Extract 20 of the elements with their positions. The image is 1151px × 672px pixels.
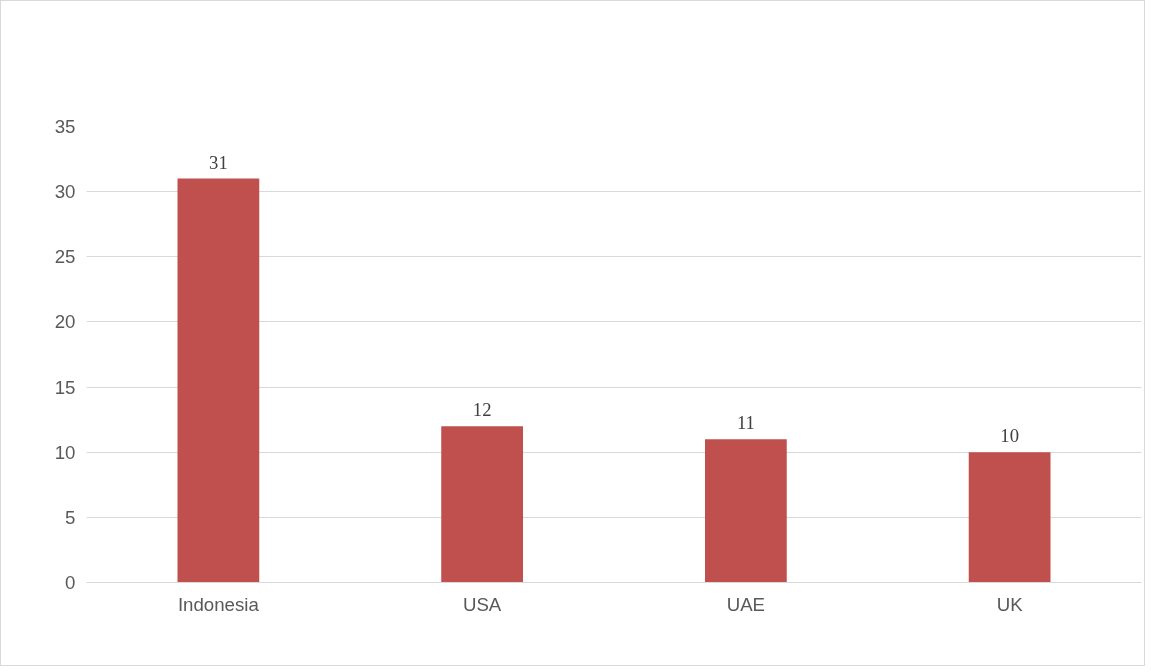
data-label: 10: [1000, 425, 1019, 447]
x-tick-label: Indonesia: [177, 593, 260, 615]
data-label: 11: [736, 412, 755, 434]
y-tick-label: 30: [54, 181, 76, 203]
bar: [177, 178, 260, 583]
bar: [441, 426, 524, 583]
data-label: 31: [209, 151, 228, 173]
x-tick-label: UAE: [726, 593, 766, 615]
y-tick-label: 15: [54, 376, 76, 398]
bar: [704, 439, 787, 583]
y-tick-label: 25: [54, 246, 76, 268]
y-tick-label: 35: [54, 116, 76, 137]
y-tick-label: 0: [65, 572, 76, 593]
x-tick-label: USA: [462, 593, 502, 615]
data-label: 12: [472, 399, 492, 421]
y-tick-label: 20: [54, 311, 76, 333]
x-tick-label: UK: [996, 593, 1024, 615]
y-tick-label: 10: [54, 441, 76, 463]
bar: [968, 452, 1051, 583]
y-tick-label: 5: [65, 506, 76, 528]
